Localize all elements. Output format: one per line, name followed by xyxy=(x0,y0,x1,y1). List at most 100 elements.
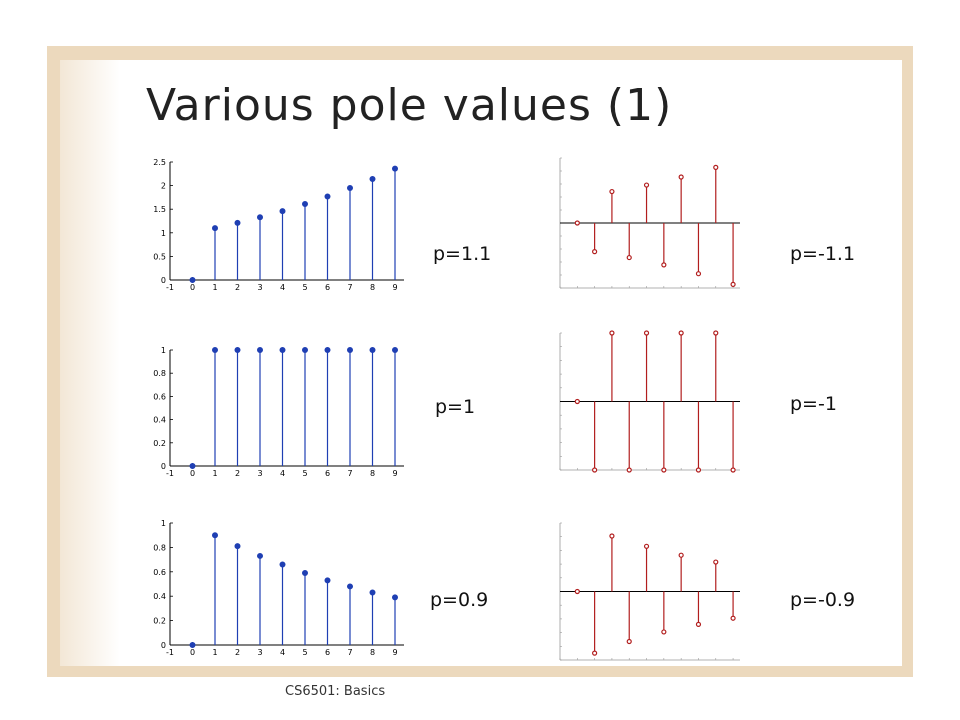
y-tick-label: 0 xyxy=(161,462,166,471)
y-tick-label: 1 xyxy=(161,519,166,528)
x-tick-label: 5 xyxy=(302,648,307,657)
stem-marker xyxy=(678,552,684,558)
x-tick-label: 1 xyxy=(212,283,217,292)
stem-marker xyxy=(212,347,219,353)
x-tick-label: 5 xyxy=(302,469,307,478)
stem-marker xyxy=(574,220,580,226)
stem-marker xyxy=(643,182,650,188)
x-tick-label: -1 xyxy=(166,283,174,292)
x-tick-label: 7 xyxy=(347,648,352,657)
stem-marker xyxy=(678,174,684,180)
stem-marker xyxy=(189,463,196,470)
stem-marker xyxy=(661,262,667,268)
stem-marker xyxy=(279,347,286,353)
x-tick-label: 2 xyxy=(235,469,240,478)
label-p-0-9: p=0.9 xyxy=(430,589,489,611)
stem-marker xyxy=(257,552,264,559)
stem-marker xyxy=(212,532,219,539)
stem-marker xyxy=(324,577,331,584)
y-tick-label: 1 xyxy=(161,346,166,355)
x-tick-label: 9 xyxy=(392,648,397,657)
stem-marker xyxy=(609,188,615,195)
stem-marker xyxy=(234,347,241,353)
stem-marker xyxy=(713,330,719,336)
stem-plot-p-1-1: 00.511.522.5-1 0 1 2 3 4 5 6 7 8 9 xyxy=(153,158,404,292)
stem-marker xyxy=(234,219,241,226)
y-tick-label: 0.6 xyxy=(153,568,166,577)
stem-marker xyxy=(324,193,331,200)
x-tick-label: 3 xyxy=(257,648,262,657)
label-p-neg-1-1: p=-1.1 xyxy=(790,243,856,265)
y-tick-label: 2.5 xyxy=(153,158,166,167)
stem-marker xyxy=(713,559,719,565)
stem-marker xyxy=(661,629,667,635)
stem-marker xyxy=(695,467,702,473)
x-tick-label: 3 xyxy=(257,283,262,292)
stem-marker xyxy=(212,225,219,232)
stem-marker xyxy=(346,583,353,590)
stem-marker xyxy=(730,615,736,621)
x-tick-label: 8 xyxy=(370,283,375,292)
stem-plot-p-1: 00.20.40.60.81-1 0 1 2 3 4 5 6 7 8 9 xyxy=(153,346,404,478)
y-tick-label: 0.8 xyxy=(153,369,166,378)
x-tick-label: 7 xyxy=(347,283,352,292)
label-p-1: p=1 xyxy=(435,396,476,418)
y-tick-label: 0.2 xyxy=(153,439,166,448)
stem-marker xyxy=(369,347,376,353)
stem-marker xyxy=(626,638,632,645)
stem-marker xyxy=(369,589,376,596)
stem-marker xyxy=(592,248,598,255)
stem-marker xyxy=(257,214,264,221)
stem-plot-p-neg-0-9 xyxy=(559,522,740,661)
y-tick-label: 0.4 xyxy=(153,592,166,601)
stem-marker xyxy=(369,175,376,182)
stem-marker xyxy=(391,165,398,172)
x-tick-label: 4 xyxy=(280,469,285,478)
stem-marker xyxy=(324,347,331,353)
stem-marker xyxy=(301,347,308,353)
x-tick-label: 3 xyxy=(257,469,262,478)
stem-marker xyxy=(643,543,650,549)
x-tick-label: 6 xyxy=(325,648,330,657)
stem-marker xyxy=(234,543,241,550)
stem-marker xyxy=(626,467,632,473)
stem-plot-p-neg-1 xyxy=(559,330,740,473)
stem-marker xyxy=(713,164,719,170)
stem-marker xyxy=(189,277,196,284)
label-p-neg-1: p=-1 xyxy=(790,393,837,415)
stem-plot-p-neg-1-1 xyxy=(559,157,740,289)
x-tick-label: 1 xyxy=(212,648,217,657)
y-tick-label: 1.5 xyxy=(153,205,166,214)
x-tick-label: 4 xyxy=(280,283,285,292)
stem-plot-p-0-9: 00.20.40.60.81-1 0 1 2 3 4 5 6 7 8 9 xyxy=(153,519,404,657)
x-tick-label: 6 xyxy=(325,469,330,478)
stem-marker xyxy=(301,570,308,577)
y-tick-label: 0.6 xyxy=(153,392,166,401)
y-tick-label: 0 xyxy=(161,276,166,285)
footer-text: CS6501: Basics xyxy=(285,684,386,699)
stem-marker xyxy=(574,588,580,595)
stem-marker xyxy=(730,467,736,473)
slide-gradient xyxy=(60,60,120,666)
stem-marker xyxy=(643,330,650,336)
stem-marker xyxy=(301,201,308,208)
x-tick-label: 4 xyxy=(280,648,285,657)
x-tick-label: 6 xyxy=(325,283,330,292)
stem-marker xyxy=(592,467,598,473)
stem-marker xyxy=(695,271,702,277)
y-tick-label: 1 xyxy=(161,229,166,238)
y-tick-label: 0.8 xyxy=(153,543,166,552)
stem-marker xyxy=(346,347,353,353)
stem-marker xyxy=(279,561,286,568)
stem-marker xyxy=(391,594,398,601)
y-tick-label: 0.5 xyxy=(153,252,166,261)
x-tick-label: 2 xyxy=(235,648,240,657)
stem-marker xyxy=(574,398,580,405)
label-p-1-1: p=1.1 xyxy=(433,243,492,265)
stem-marker xyxy=(661,467,667,473)
y-tick-label: 0.2 xyxy=(153,617,166,626)
x-tick-label: -1 xyxy=(166,648,174,657)
y-tick-label: 0.4 xyxy=(153,416,166,425)
x-tick-label: 0 xyxy=(190,469,195,478)
stem-marker xyxy=(279,208,286,215)
